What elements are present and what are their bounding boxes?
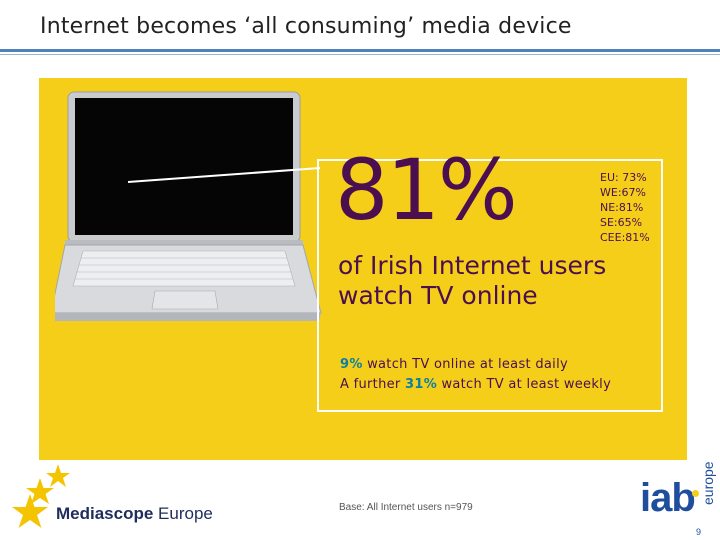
headline-line1: of Irish Internet users: [338, 251, 607, 280]
detail-text: 9% watch TV online at least daily A furt…: [340, 355, 611, 395]
iab-logo: iab: [640, 476, 696, 520]
headline-line2: watch TV online: [338, 281, 538, 310]
region-breakdown: EU: 73% WE:67% NE:81% SE:65% CEE:81%: [600, 170, 650, 245]
stat-headline: of Irish Internet users watch TV online: [338, 251, 606, 311]
region-we: WE:67%: [600, 186, 646, 199]
page-number: 9: [696, 527, 702, 537]
title-rule: [0, 49, 720, 52]
weekly-prefix: A further: [340, 377, 405, 392]
slide-title: Internet becomes ‘all consuming’ media d…: [40, 14, 572, 39]
weekly-pct: 31%: [405, 377, 438, 392]
region-se: SE:65%: [600, 216, 643, 229]
daily-text: watch TV online at least daily: [362, 357, 568, 372]
mediascope-word: Mediascope: [56, 504, 154, 523]
mediascope-logo: Mediascope Europe: [56, 504, 213, 524]
daily-pct: 9%: [340, 357, 363, 372]
weekly-text: watch TV at least weekly: [437, 377, 612, 392]
iab-logo-dot: [692, 490, 699, 497]
callout-box: [317, 159, 663, 412]
laptop-icon: [55, 91, 322, 321]
title-rule-thin: [0, 54, 720, 55]
base-note: Base: All Internet users n=979: [339, 502, 473, 513]
detail-line2: A further 31% watch TV at least weekly: [340, 375, 611, 395]
iab-europe-text: europe: [700, 461, 716, 505]
eu-stars-icon: [12, 464, 70, 528]
region-cee: CEE:81%: [600, 231, 650, 244]
europe-word: Europe: [153, 504, 213, 523]
region-ne: NE:81%: [600, 201, 644, 214]
detail-line1: 9% watch TV online at least daily: [340, 355, 611, 375]
stat-value: 81%: [335, 141, 518, 239]
region-eu: EU: 73%: [600, 171, 647, 184]
